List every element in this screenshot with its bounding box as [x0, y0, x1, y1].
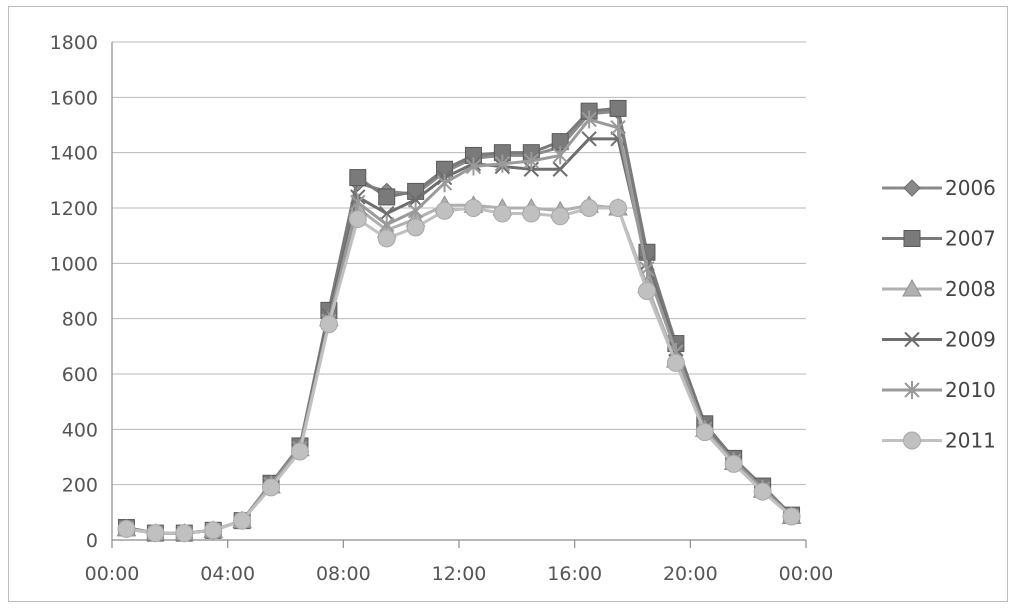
- legend-label: 2011: [945, 429, 996, 453]
- data-point: [581, 131, 597, 147]
- data-point: [494, 154, 511, 173]
- y-tick-label: 1400: [50, 143, 98, 165]
- data-point: [580, 199, 599, 217]
- data-point: [493, 204, 512, 223]
- data-point: [350, 193, 366, 212]
- data-point: [378, 188, 396, 206]
- legend-entry-2008: 2008: [882, 277, 996, 301]
- x-tick-label: 08:00: [316, 563, 371, 585]
- data-point: [435, 201, 454, 220]
- y-tick-label: 400: [62, 419, 98, 441]
- data-point: [377, 229, 396, 248]
- y-tick-label: 1800: [50, 32, 98, 54]
- data-point: [523, 151, 539, 170]
- data-point: [666, 353, 685, 372]
- data-point: [782, 507, 801, 526]
- x-tick-label: 20:00: [663, 563, 718, 585]
- data-point: [552, 146, 568, 165]
- series-layer: [116, 99, 802, 543]
- legend-entry-2006: 2006: [882, 176, 996, 200]
- legend-label: 2009: [945, 328, 996, 352]
- y-tick-label: 600: [62, 364, 98, 386]
- data-point: [319, 315, 338, 334]
- data-point: [262, 478, 281, 497]
- y-tick-label: 1000: [50, 253, 98, 275]
- data-point: [609, 99, 627, 117]
- data-point: [610, 118, 626, 137]
- data-point: [581, 110, 597, 129]
- legend-swatch-marker: [903, 431, 921, 450]
- data-point: [348, 210, 367, 229]
- series-2010: [118, 110, 800, 543]
- y-tick-label: 800: [62, 309, 98, 331]
- legend-swatch-marker: [902, 278, 922, 297]
- legend-entry-2007: 2007: [882, 227, 996, 251]
- series-line-2010: [126, 117, 793, 535]
- series-2008: [116, 195, 802, 541]
- data-point: [465, 157, 482, 176]
- data-point: [637, 282, 656, 300]
- data-point: [117, 519, 136, 538]
- legend-swatch-marker: [904, 381, 920, 399]
- legend-swatch-marker: [904, 331, 920, 348]
- axes: [111, 42, 807, 548]
- legend-label: 2010: [945, 378, 996, 402]
- x-tick-label: 00:00: [85, 563, 140, 585]
- series-line-2008: [126, 203, 793, 535]
- y-tick-label: 200: [62, 475, 98, 497]
- data-point: [609, 199, 628, 217]
- data-point: [290, 442, 309, 461]
- data-point: [464, 199, 483, 217]
- legend-swatch-marker: [903, 230, 921, 247]
- series-2009: [118, 131, 800, 541]
- y-tick-label: 0: [86, 530, 98, 552]
- x-tick-label: 04:00: [200, 563, 255, 585]
- y-tick-label: 1600: [50, 87, 98, 109]
- y-tick-label: 1200: [50, 198, 98, 220]
- x-tick-labels: 00:00 04:00 08:00 12:00 16:00 20:00 00:00: [85, 563, 834, 585]
- legend-label: 2007: [945, 227, 996, 251]
- x-tick-label: 12:00: [432, 563, 487, 585]
- data-point: [724, 454, 743, 473]
- legend-entry-2009: 2009: [882, 328, 996, 352]
- legend-entry-2011: 2011: [882, 429, 996, 453]
- data-point: [522, 204, 541, 223]
- series-line-2009: [126, 137, 793, 535]
- data-point: [695, 423, 714, 442]
- legend: 2006 2007 2008 2009 2010 2011: [882, 176, 996, 453]
- data-point: [349, 169, 367, 187]
- x-tick-label: 16:00: [547, 563, 602, 585]
- data-point: [146, 524, 165, 543]
- data-point: [407, 201, 424, 220]
- legend-entry-2010: 2010: [882, 378, 996, 402]
- data-point: [753, 482, 772, 501]
- x-tick-label: 00:00: [779, 563, 834, 585]
- legend-label: 2006: [945, 176, 996, 200]
- data-point: [552, 161, 568, 177]
- data-point: [379, 205, 395, 222]
- legend-label: 2008: [945, 277, 996, 301]
- series-2011: [117, 199, 801, 543]
- data-point: [175, 524, 194, 543]
- series-2006: [117, 102, 801, 542]
- legend-swatch-marker: [903, 179, 921, 197]
- chart-frame: 0 200 400 600 800 1000 1200 1400 1600 1800 00:00 0…: [8, 6, 1008, 602]
- data-point: [406, 218, 425, 237]
- data-point: [551, 207, 570, 226]
- data-point: [204, 521, 223, 540]
- data-point: [233, 511, 252, 530]
- y-tick-labels: 0 200 400 600 800 1000 1200 1400 1600 1800: [50, 32, 98, 552]
- data-point: [436, 174, 453, 193]
